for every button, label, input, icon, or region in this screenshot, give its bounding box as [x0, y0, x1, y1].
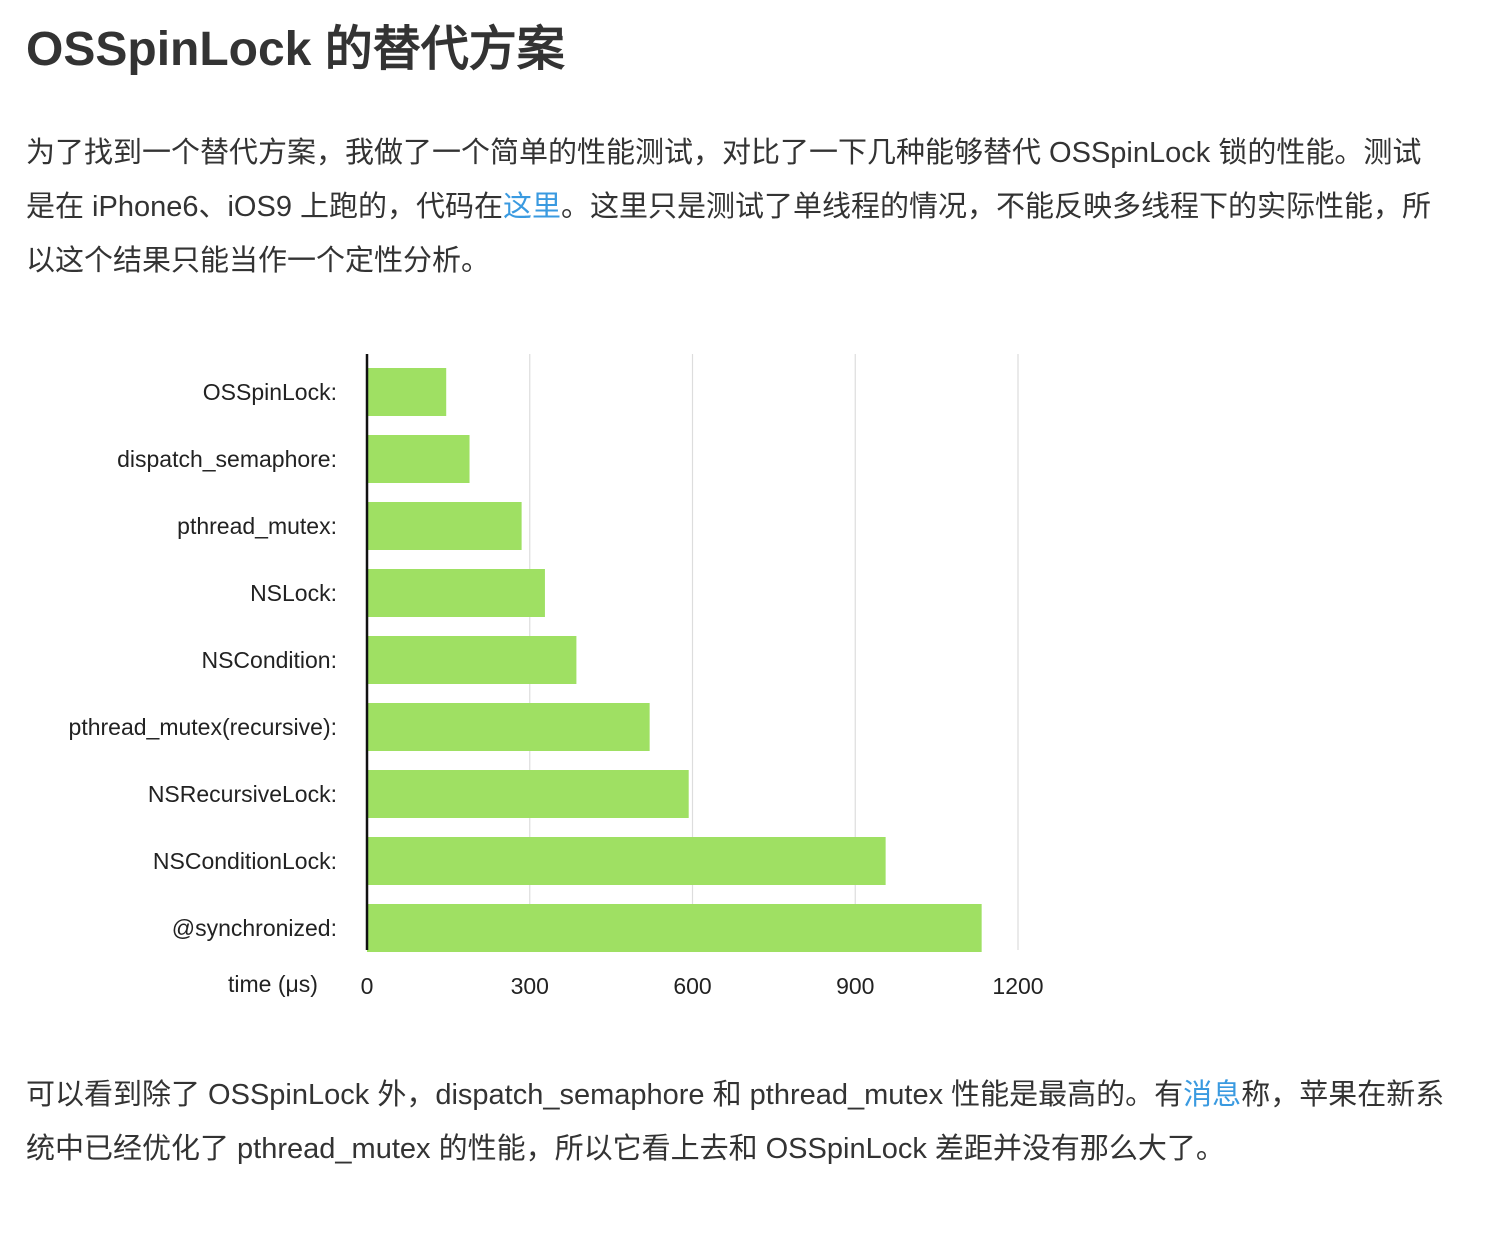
category-label: dispatch_semaphore: — [117, 446, 337, 472]
conclusion-paragraph: 可以看到除了 OSSpinLock 外，dispatch_semaphore 和… — [26, 1068, 1446, 1176]
bar-nscondition — [367, 636, 577, 684]
x-tick-label: 600 — [673, 973, 712, 999]
x-tick-label: 900 — [836, 973, 875, 999]
chart-plot-area — [365, 354, 1019, 952]
bar-dispatch-semaphore — [367, 435, 470, 483]
x-axis-label: time (μs) — [228, 971, 318, 997]
lock-performance-chart: OSSpinLock: dispatch_semaphore: pthread_mu… — [26, 340, 1126, 1020]
bar-pthread-mutex-recursive — [367, 703, 650, 751]
bar--synchronized — [367, 904, 982, 952]
category-label: NSRecursiveLock: — [147, 781, 337, 807]
intro-paragraph: 为了找到一个替代方案，我做了一个简单的性能测试，对比了一下几种能够替代 OSSp… — [26, 126, 1446, 288]
x-tick-label: 300 — [510, 973, 549, 999]
x-tick-label: 0 — [360, 973, 374, 999]
category-label: NSCondition: — [201, 647, 337, 673]
news-link[interactable]: 消息 — [1183, 1079, 1242, 1111]
conclusion-text-2: 称，苹果在新系统中已经优化了 pthread_mutex 的性能，所以它看上去和… — [26, 1079, 1445, 1165]
category-label: pthread_mutex: — [177, 513, 337, 539]
bar-nsrecursivelock — [367, 770, 689, 818]
bar-pthread-mutex — [367, 502, 522, 550]
category-label: NSConditionLock: — [152, 848, 337, 874]
page-title: OSSpinLock 的替代方案 — [26, 23, 565, 76]
x-tick-label: 1200 — [992, 973, 1044, 999]
category-label: pthread_mutex(recursive): — [68, 714, 337, 740]
code-link[interactable]: 这里 — [503, 191, 562, 223]
category-label: OSSpinLock: — [202, 379, 337, 405]
conclusion-text-1: 可以看到除了 OSSpinLock 外，dispatch_semaphore 和… — [26, 1079, 1184, 1111]
intro-text-2: 。这里只是测试了单线程的情况，不能反映多线程下的实际性能，所以这个结果只能当作一… — [26, 191, 1432, 277]
bar-osspinlock — [367, 368, 447, 416]
bar-nslock — [367, 569, 545, 617]
intro-text-1: 为了找到一个替代方案，我做了一个简单的性能测试，对比了一下几种能够替代 OSSp… — [26, 137, 1422, 223]
category-label: NSLock: — [250, 580, 337, 606]
bar-nsconditionlock — [367, 837, 886, 885]
category-label: @synchronized: — [171, 915, 337, 941]
